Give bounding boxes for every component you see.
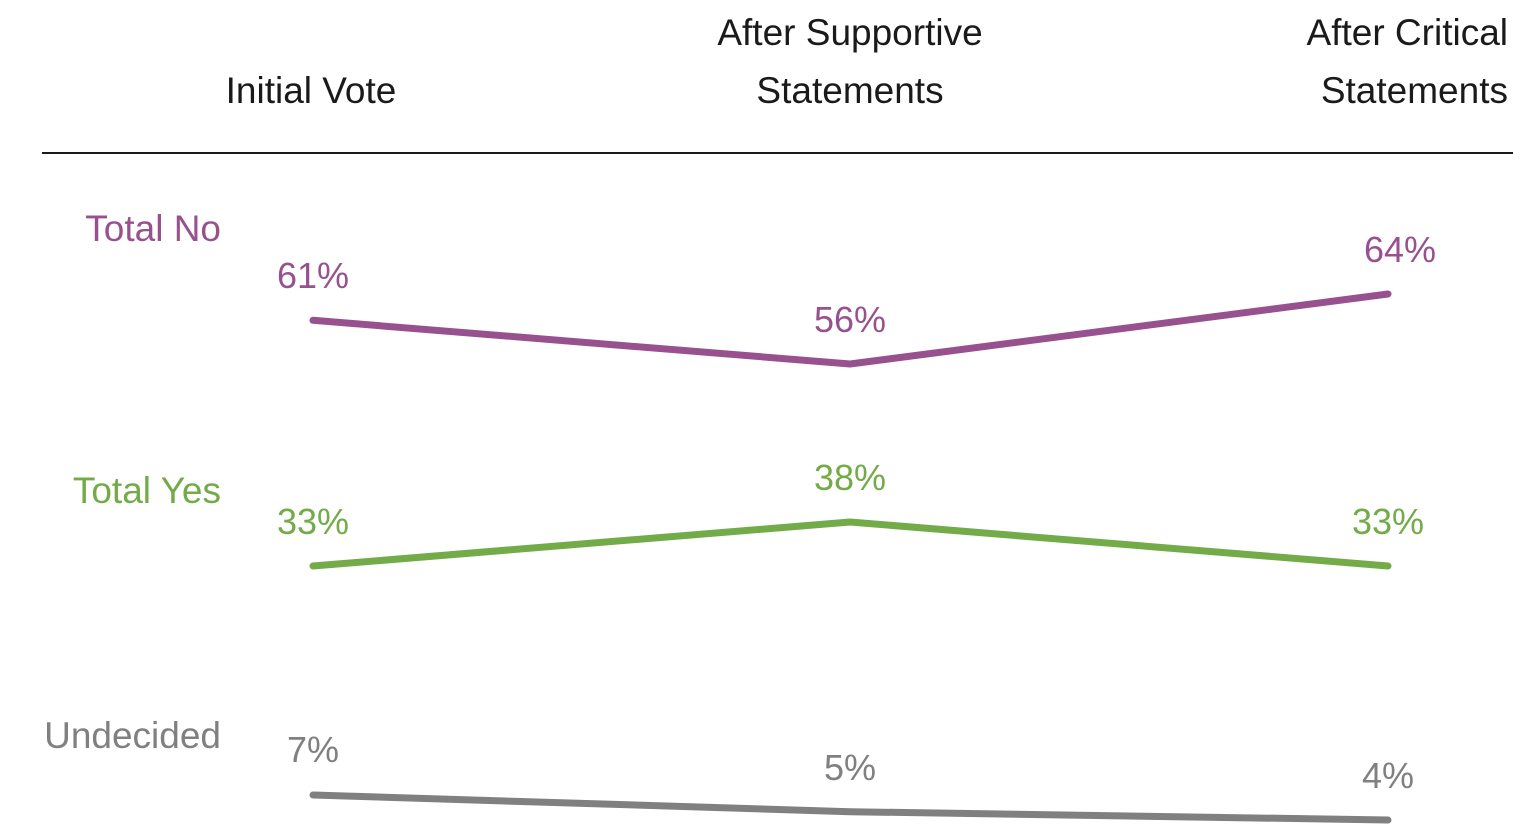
series-label: Total Yes	[73, 470, 221, 511]
column-header-2-line-2: Statements	[756, 70, 943, 111]
data-label: 64%	[1364, 229, 1436, 270]
data-label: 4%	[1362, 755, 1414, 796]
column-header-1-line-1: Initial Vote	[226, 70, 397, 111]
column-header-3-line-1: After Critical	[1307, 12, 1508, 53]
series-label: Undecided	[44, 715, 221, 756]
series-label: Total No	[85, 208, 221, 249]
column-header-2-line-1: After Supportive	[717, 12, 982, 53]
series-line	[309, 791, 1392, 824]
data-label: 5%	[824, 747, 876, 788]
series-total-yes: Total Yes 33% 38% 33%	[73, 457, 1424, 570]
data-label: 38%	[814, 457, 886, 498]
column-headers: Initial Vote After Supportive Statements Af…	[226, 12, 1508, 111]
data-label: 33%	[1352, 501, 1424, 542]
series-layer: Total No 61% 56% 64% Total Yes 33% 38% 33% Undec…	[44, 208, 1436, 824]
series-undecided: Undecided 7% 5% 4%	[44, 715, 1414, 824]
series-line	[309, 290, 1392, 368]
data-label: 56%	[814, 299, 886, 340]
data-label: 7%	[287, 729, 339, 770]
series-total-no: Total No 61% 56% 64%	[85, 208, 1436, 368]
column-header-3-line-2: Statements	[1321, 70, 1508, 111]
data-label: 61%	[277, 255, 349, 296]
data-label: 33%	[277, 501, 349, 542]
series-line	[309, 518, 1392, 570]
